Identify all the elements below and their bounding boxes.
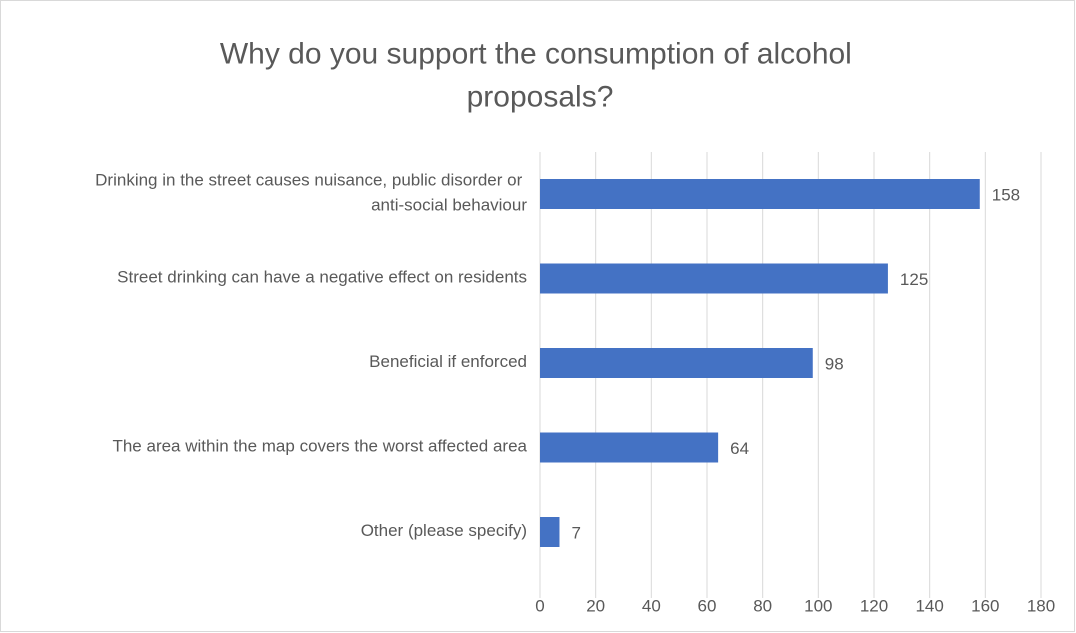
bar [540, 263, 888, 294]
bar [540, 179, 980, 209]
chart-title: Why do you support the consumption of al… [220, 37, 860, 113]
data-label: 64 [730, 439, 749, 458]
y-tick-label: The area within the map covers the worst… [112, 437, 527, 456]
bar [540, 432, 719, 463]
y-tick-label: Street drinking can have a negative effe… [117, 268, 527, 287]
x-tick-label: 140 [915, 596, 943, 615]
data-label: 98 [825, 354, 844, 373]
x-tick-label: 0 [535, 596, 544, 615]
data-label: 125 [900, 270, 928, 289]
x-tick-label: 120 [860, 596, 888, 615]
bar [540, 517, 560, 547]
data-label: 158 [992, 185, 1020, 204]
y-tick-label: Other (please specify) [361, 521, 527, 540]
x-tick-label: 100 [804, 596, 832, 615]
x-tick-label: 20 [586, 596, 605, 615]
x-tick-label: 60 [698, 596, 717, 615]
x-tick-label: 180 [1027, 596, 1055, 615]
data-label: 7 [571, 523, 580, 542]
x-tick-label: 160 [971, 596, 999, 615]
x-tick-label: 40 [642, 596, 661, 615]
x-tick-label: 80 [753, 596, 772, 615]
bar [540, 348, 813, 378]
y-tick-label: Drinking in the street causes nuisance, … [95, 171, 527, 215]
y-tick-label: Beneficial if enforced [369, 352, 527, 371]
